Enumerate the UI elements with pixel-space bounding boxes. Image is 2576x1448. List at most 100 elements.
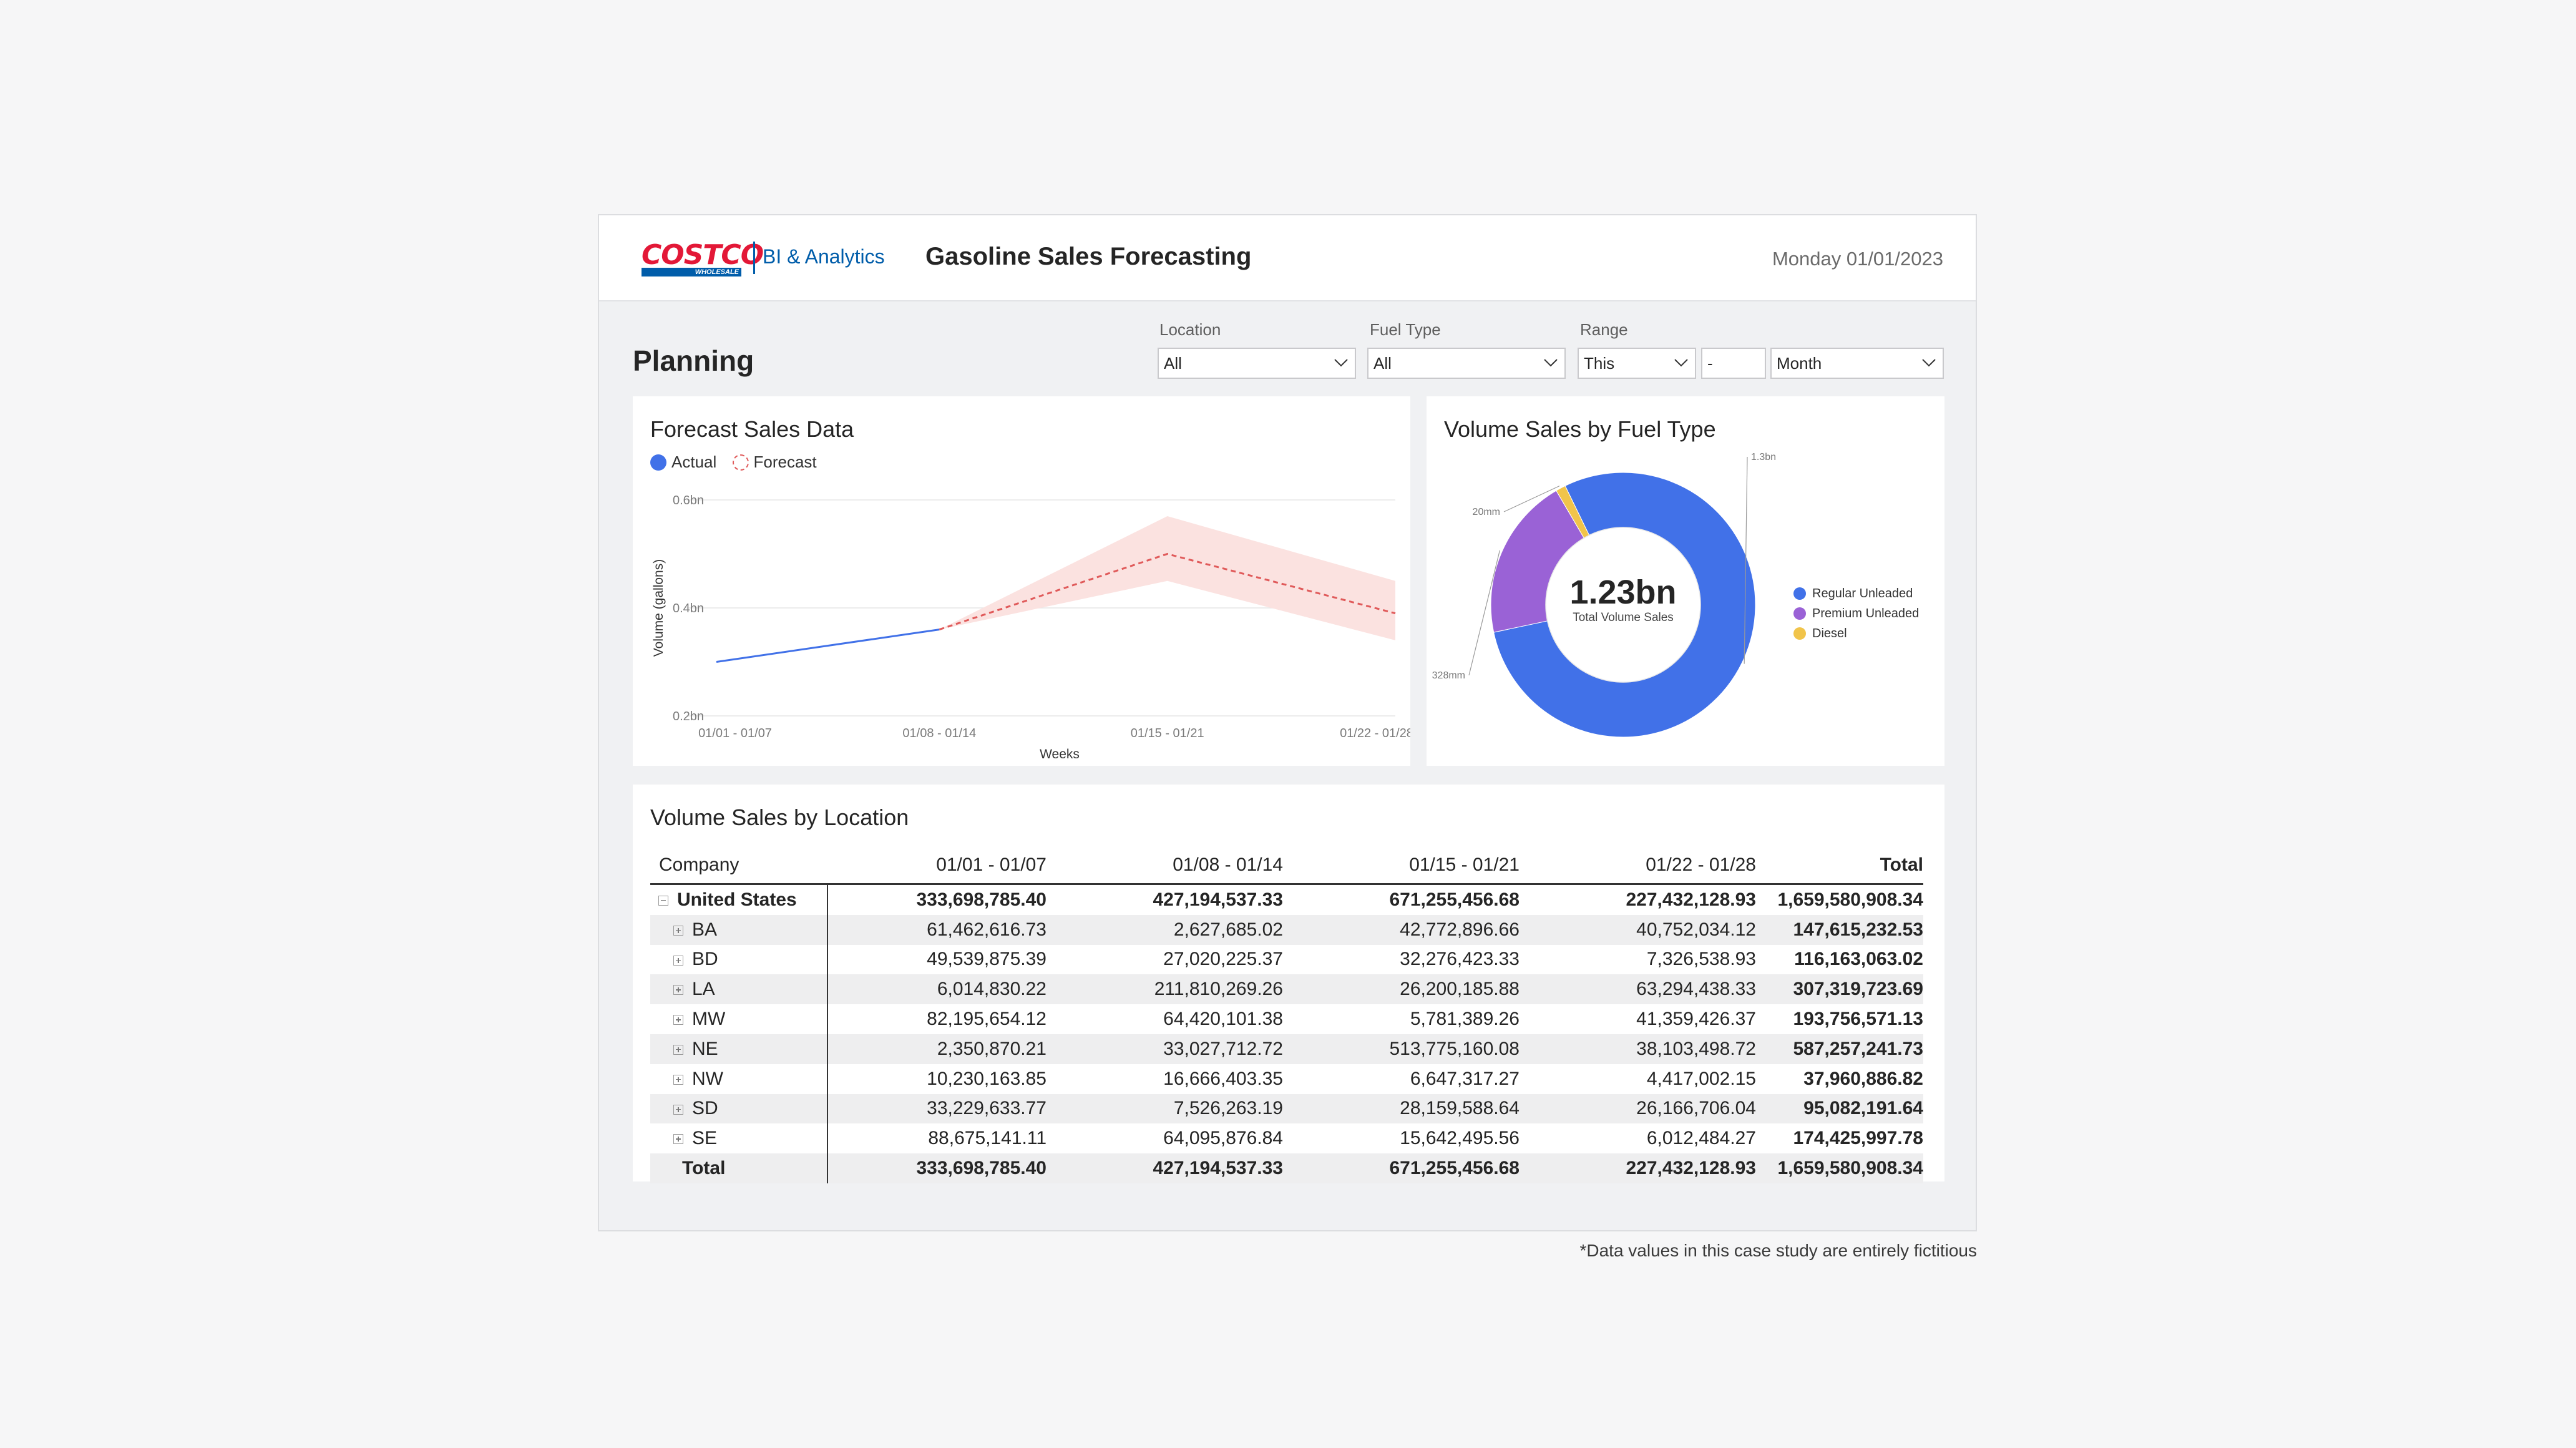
logo-product-name: BI & Analytics	[763, 245, 885, 268]
costco-logo: COSTCO WHOLESALE	[642, 239, 764, 276]
row-label-cell: SD	[650, 1093, 828, 1124]
value-cell: 26,200,185.88	[1299, 974, 1536, 1005]
value-cell: 671,255,456.68	[1299, 1153, 1536, 1183]
column-header[interactable]: 01/01 - 01/07	[827, 847, 1063, 885]
value-cell: 227,432,128.93	[1626, 889, 1756, 910]
legend-item[interactable]: Regular Unleaded	[1793, 584, 1919, 604]
legend-forecast[interactable]: Forecast	[732, 452, 817, 472]
table-row: BD 49,539,875.39 27,020,225.37 32,276,423.3…	[650, 944, 1923, 975]
row-label-cell: MW	[650, 1004, 828, 1034]
value-cell: 4,417,002.15	[1646, 1068, 1756, 1089]
row-label-cell: United States	[650, 884, 828, 915]
value-cell: 33,027,712.72	[1063, 1034, 1299, 1064]
fuel-type-select[interactable]: All	[1367, 348, 1566, 379]
logo-subtext: WHOLESALE	[642, 268, 741, 276]
column-header-total[interactable]: Total	[1772, 847, 1923, 885]
value-cell: 513,775,160.08	[1299, 1034, 1536, 1064]
fuel-type-legend: Regular Unleaded Premium Unleaded Diesel	[1793, 584, 1919, 643]
value-cell: 16,666,403.35	[1163, 1068, 1283, 1089]
row-total-cell: 116,163,063.02	[1794, 949, 1923, 970]
table-row: United States 333,698,785.40 427,194,537.3…	[650, 884, 1923, 915]
legend-label: Diesel	[1812, 626, 1847, 640]
range-count-value: -	[1707, 354, 1713, 373]
column-header[interactable]: Company	[650, 847, 827, 885]
range-select-value: This	[1584, 354, 1615, 373]
y-axis-title: Volume (gallons)	[651, 559, 666, 657]
expand-icon[interactable]	[673, 955, 683, 966]
value-cell: 41,359,426.37	[1636, 1009, 1756, 1030]
report-header: COSTCO WHOLESALE BI & Analytics Gasoline…	[599, 215, 1976, 301]
range-unit-value: Month	[1777, 354, 1822, 373]
logo-wordmark: COSTCO	[642, 239, 764, 271]
location-table-card: Volume Sales by Location Company 01/01 -…	[633, 785, 1944, 1183]
table-row: MW 82,195,654.12 64,420,101.38 5,781,389.26…	[650, 1004, 1923, 1034]
expand-icon[interactable]	[673, 1015, 683, 1025]
value-cell: 2,350,870.21	[827, 1034, 1063, 1064]
collapse-icon[interactable]	[658, 895, 668, 906]
footnote: *Data values in this case study are enti…	[1579, 1241, 1977, 1260]
chevron-down-icon	[1674, 359, 1688, 367]
forecast-confidence-band	[939, 516, 1395, 640]
row-label-cell: NE	[650, 1034, 828, 1064]
row-label: BA	[692, 919, 718, 940]
legend-swatch-icon	[1793, 627, 1806, 640]
fuel-type-filter-label: Fuel Type	[1370, 320, 1441, 339]
expand-icon[interactable]	[673, 925, 683, 936]
slice-leader-line	[1468, 550, 1500, 676]
y-tick-label: 0.6bn	[673, 494, 704, 507]
legend-label: Regular Unleaded	[1812, 586, 1913, 600]
expand-icon[interactable]	[673, 1074, 683, 1085]
logo-divider	[753, 242, 755, 274]
table-row: BA 61,462,616.73 2,627,685.02 42,772,896.66…	[650, 914, 1923, 945]
table-row: LA 6,014,830.22 211,810,269.26 26,200,185.8…	[650, 974, 1923, 1005]
value-cell: 40,752,034.12	[1536, 914, 1772, 945]
value-cell: 82,195,654.12	[927, 1009, 1046, 1030]
value-cell: 88,675,141.11	[928, 1128, 1046, 1149]
row-total-cell: 1,659,580,908.34	[1772, 1153, 1923, 1183]
value-cell: 49,539,875.39	[927, 949, 1046, 970]
row-label: MW	[692, 1009, 726, 1030]
column-header[interactable]: 01/08 - 01/14	[1063, 847, 1299, 885]
range-count-input[interactable]: -	[1701, 348, 1766, 379]
x-tick-label: 01/08 - 01/14	[902, 726, 976, 740]
value-cell: 64,095,876.84	[1163, 1128, 1283, 1149]
row-total-cell: 1,659,580,908.34	[1777, 889, 1923, 910]
row-label-cell: Total	[650, 1153, 828, 1183]
column-header[interactable]: 01/22 - 01/28	[1536, 847, 1772, 885]
report-title: Gasoline Sales Forecasting	[925, 243, 1252, 270]
legend-item[interactable]: Premium Unleaded	[1793, 604, 1919, 624]
value-cell: 211,810,269.26	[1063, 974, 1299, 1005]
value-cell: 427,194,537.33	[1153, 889, 1283, 910]
value-cell: 64,420,101.38	[1163, 1009, 1283, 1030]
forecast-dot-icon	[732, 454, 749, 471]
row-total-cell: 174,425,997.78	[1793, 1128, 1923, 1149]
column-header[interactable]: 01/15 - 01/21	[1299, 847, 1536, 885]
row-label: LA	[692, 979, 715, 1000]
range-unit-select[interactable]: Month	[1770, 348, 1944, 379]
slice-value-label: 1.3bn	[1751, 452, 1776, 462]
range-select[interactable]: This	[1578, 348, 1696, 379]
value-cell: 42,772,896.66	[1299, 914, 1536, 945]
row-label: SE	[692, 1128, 718, 1149]
row-label: BD	[692, 949, 718, 970]
forecast-series-line	[939, 552, 1396, 631]
value-cell: 33,229,633.77	[827, 1093, 1063, 1124]
expand-icon[interactable]	[673, 985, 683, 996]
legend-swatch-icon	[1793, 587, 1806, 600]
value-cell: 6,014,830.22	[827, 974, 1063, 1005]
forecast-card-title: Forecast Sales Data	[650, 416, 854, 442]
legend-item[interactable]: Diesel	[1793, 624, 1919, 643]
row-label-cell: LA	[650, 974, 828, 1005]
legend-label: Premium Unleaded	[1812, 606, 1920, 620]
value-cell: 27,020,225.37	[1163, 949, 1283, 970]
legend-actual[interactable]: Actual	[650, 452, 716, 472]
expand-icon[interactable]	[673, 1134, 683, 1145]
table-total-row: Total 333,698,785.40 427,194,537.33 671,255…	[650, 1153, 1923, 1183]
expand-icon[interactable]	[673, 1044, 683, 1055]
forecast-sales-card: Forecast Sales Data Actual Forecast 0.2b…	[633, 396, 1410, 766]
row-label-cell: NW	[650, 1064, 828, 1094]
chevron-down-icon	[1334, 359, 1348, 367]
location-select[interactable]: All	[1158, 348, 1356, 379]
expand-icon[interactable]	[673, 1104, 683, 1115]
